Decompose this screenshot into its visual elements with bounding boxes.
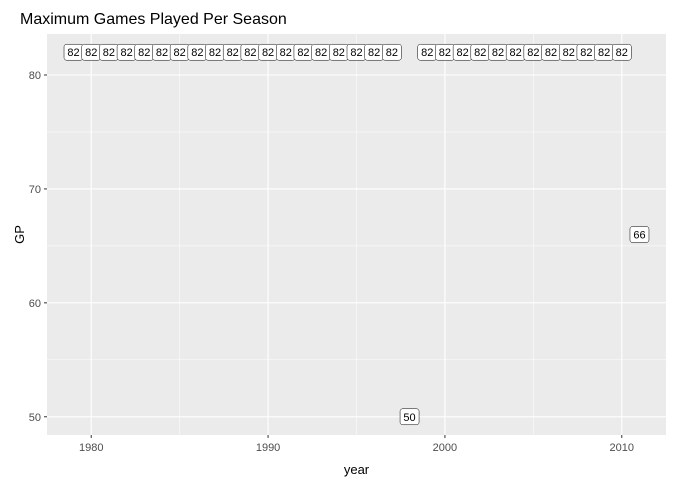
data-label: 82: [169, 43, 190, 61]
data-label-text: 82: [138, 47, 150, 59]
y-tick-label: 50: [29, 412, 41, 424]
data-label: 82: [364, 43, 384, 61]
minor-gridlines: [47, 34, 666, 435]
data-label: 82: [452, 43, 473, 61]
data-label-text: 82: [262, 47, 274, 59]
data-label: 82: [240, 43, 261, 61]
data-label-text: 82: [156, 47, 168, 59]
data-label: 82: [594, 43, 614, 61]
data-label: 82: [435, 43, 455, 61]
data-label: 82: [116, 43, 137, 61]
data-label-text: 82: [456, 47, 468, 59]
data-label: 82: [81, 43, 101, 61]
data-label-text: 82: [191, 47, 203, 59]
data-label-text: 82: [492, 47, 504, 59]
data-label-text: 82: [297, 47, 309, 59]
data-label-text: 82: [439, 47, 451, 59]
data-label-box: [629, 226, 650, 243]
y-axis-title: GP: [12, 225, 27, 244]
data-label: 82: [205, 43, 225, 61]
data-label: 50: [399, 408, 420, 426]
data-label-text: 82: [315, 47, 327, 59]
data-label: 82: [505, 43, 526, 61]
data-label-text: 82: [421, 47, 433, 59]
data-label-text: 82: [563, 47, 575, 59]
data-label: 82: [152, 43, 172, 61]
data-labels: 82 82 82 82 82 82 82 82 82 82 82 82 82 82 82 82 82 82 82 50…: [63, 43, 650, 426]
data-label-box: [382, 43, 402, 61]
data-label: 82: [541, 43, 561, 61]
data-label: 82: [523, 43, 544, 61]
data-label: 82: [470, 43, 491, 61]
x-tick-label: 1990: [256, 442, 280, 454]
data-label-text: 82: [598, 47, 610, 59]
data-label-text: 66: [633, 230, 645, 242]
data-label-text: 82: [120, 47, 132, 59]
data-label: 82: [311, 43, 331, 61]
data-label: 82: [558, 43, 579, 61]
data-label-text: 82: [527, 47, 539, 59]
data-label-text: 82: [67, 47, 79, 59]
data-label-text: 82: [244, 47, 256, 59]
data-label-box: [399, 408, 420, 426]
y-tick-label: 70: [29, 184, 41, 196]
x-axis: 1980 1990 2000 2010: [79, 435, 634, 454]
x-tick-label: 1980: [79, 442, 103, 454]
data-label-text: 82: [368, 47, 380, 59]
data-label-text: 82: [386, 47, 398, 59]
x-axis-title: year: [344, 462, 370, 477]
y-tick-label: 80: [29, 70, 41, 82]
data-label: 82: [187, 43, 208, 61]
data-label: 82: [134, 43, 155, 61]
data-label: 82: [382, 43, 402, 61]
x-tick-label: 2010: [610, 442, 634, 454]
data-label-text: 82: [174, 47, 186, 59]
major-gridlines: [47, 34, 666, 435]
data-label: 82: [488, 43, 508, 61]
data-label: 82: [417, 43, 437, 61]
data-label: 82: [576, 43, 597, 61]
data-label: 82: [276, 43, 296, 61]
data-label: 82: [346, 43, 367, 61]
x-tick-label: 2000: [433, 442, 457, 454]
data-label-text: 82: [474, 47, 486, 59]
data-label-text: 82: [85, 47, 97, 59]
y-axis: 50 60 70 80: [29, 70, 47, 424]
data-label: 82: [222, 43, 243, 61]
data-label-text: 82: [580, 47, 592, 59]
data-label: 82: [329, 43, 349, 61]
data-label-text: 82: [209, 47, 221, 59]
data-label: 82: [99, 43, 119, 61]
data-label-text: 82: [350, 47, 362, 59]
data-label-box: [612, 43, 632, 61]
data-label-text: 82: [280, 47, 292, 59]
y-tick-label: 60: [29, 298, 41, 310]
data-label-text: 82: [510, 47, 522, 59]
data-label: 82: [258, 43, 278, 61]
data-label: 82: [612, 43, 632, 61]
data-label: 82: [293, 43, 314, 61]
data-label-text: 82: [227, 47, 239, 59]
data-label-text: 82: [545, 47, 557, 59]
data-label: 82: [63, 43, 84, 61]
data-label: 66: [629, 226, 650, 243]
data-label-text: 50: [403, 412, 415, 424]
data-label-text: 82: [616, 47, 628, 59]
data-label-text: 82: [333, 47, 345, 59]
data-label-text: 82: [103, 47, 115, 59]
chart-title: Maximum Games Played Per Season: [20, 11, 287, 28]
